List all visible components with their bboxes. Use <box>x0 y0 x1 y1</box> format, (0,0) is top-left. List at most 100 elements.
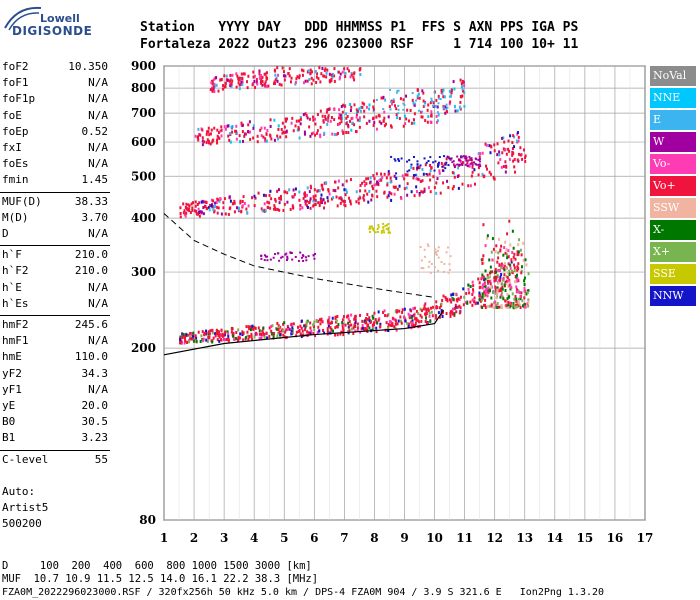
echo-mark <box>205 207 208 211</box>
echo-mark <box>426 173 429 177</box>
echo-mark <box>345 188 348 192</box>
echo-mark <box>449 310 452 314</box>
echo-mark <box>431 314 434 318</box>
echo-mark <box>376 195 379 199</box>
echo-mark <box>423 187 426 191</box>
echo-mark <box>280 83 283 87</box>
echo-mark <box>412 307 415 311</box>
echo-mark <box>511 292 514 296</box>
echo-mark <box>504 240 507 244</box>
x-tick-label: 4 <box>250 531 258 545</box>
echo-mark <box>481 151 484 155</box>
echo-mark <box>318 329 321 333</box>
echo-mark <box>308 125 311 129</box>
param-value: N/A <box>88 141 108 154</box>
echo-mark <box>437 163 440 166</box>
echo-mark <box>246 86 249 90</box>
echo-mark <box>276 321 279 325</box>
echo-mark <box>509 266 512 270</box>
echo-mark <box>281 329 284 333</box>
echo-mark <box>280 197 283 201</box>
param-row: hmF2 245.6 <box>2 318 108 332</box>
echo-mark <box>411 321 414 325</box>
echo-mark <box>408 159 411 162</box>
echo-mark <box>506 297 509 301</box>
echo-mark <box>484 305 487 309</box>
echo-mark <box>387 222 390 225</box>
param-row: foF2 10.350 <box>2 60 108 74</box>
echo-mark <box>442 95 445 99</box>
echo-mark <box>445 251 448 254</box>
echo-mark <box>223 125 226 129</box>
echo-mark <box>517 243 520 247</box>
echo-mark <box>321 198 324 202</box>
echo-mark <box>304 323 307 327</box>
echo-mark <box>347 330 350 334</box>
echo-mark <box>260 79 263 83</box>
echo-mark <box>305 114 308 118</box>
echo-mark <box>235 137 238 141</box>
echo-mark <box>485 290 488 294</box>
echo-mark <box>366 317 369 321</box>
echo-mark <box>492 175 495 179</box>
echo-mark <box>182 333 185 337</box>
echo-mark <box>469 300 472 304</box>
echo-mark <box>288 327 291 331</box>
echo-mark <box>210 128 213 132</box>
param-value: 1.45 <box>81 173 109 187</box>
echo-mark <box>504 147 507 151</box>
echo-mark <box>309 68 312 72</box>
echo-mark <box>319 318 322 322</box>
echo-mark <box>363 115 366 119</box>
echo-mark <box>264 84 267 88</box>
echo-mark <box>252 75 255 79</box>
echo-mark <box>518 303 521 307</box>
echo-mark <box>412 176 415 180</box>
echo-mark <box>433 91 436 94</box>
echo-mark <box>492 291 495 295</box>
echo-mark <box>508 295 511 299</box>
echo-mark <box>444 105 447 109</box>
echo-mark <box>223 333 226 337</box>
echo-mark <box>471 292 474 296</box>
param-row: foEp 0.52 <box>2 125 108 139</box>
echo-mark <box>302 259 305 262</box>
echo-mark <box>479 299 482 303</box>
echo-mark <box>188 209 191 213</box>
echo-mark <box>211 328 214 332</box>
echo-mark <box>281 66 284 70</box>
echo-mark <box>208 335 211 339</box>
echo-mark <box>322 74 325 78</box>
echo-mark <box>429 178 432 182</box>
echo-mark <box>243 134 246 138</box>
echo-mark <box>435 252 438 255</box>
echo-mark <box>414 321 417 325</box>
echo-mark <box>286 324 289 328</box>
echo-mark <box>475 163 478 166</box>
echo-mark <box>297 329 300 333</box>
echo-mark <box>406 173 409 177</box>
footer-distance-row: D 100 200 400 600 800 1000 1500 3000 [km… <box>2 560 312 572</box>
echo-mark <box>430 113 433 117</box>
echo-mark <box>394 159 397 162</box>
echo-mark <box>317 325 320 329</box>
echo-mark <box>313 252 316 255</box>
echo-mark <box>459 78 462 82</box>
echo-mark <box>321 67 324 71</box>
echo-mark <box>212 85 215 89</box>
echo-mark <box>269 189 272 193</box>
echo-mark <box>296 128 299 132</box>
echo-mark <box>211 82 214 86</box>
echo-mark <box>429 271 432 274</box>
echo-mark <box>427 115 430 119</box>
echo-mark <box>374 318 377 322</box>
echo-mark <box>399 319 402 323</box>
echo-mark <box>514 170 517 174</box>
echo-mark <box>376 321 379 325</box>
echo-mark <box>387 194 390 198</box>
echo-mark <box>240 209 243 213</box>
echo-mark <box>214 205 217 209</box>
echo-mark <box>209 203 212 207</box>
echo-mark <box>435 305 438 309</box>
echo-mark <box>260 337 263 341</box>
